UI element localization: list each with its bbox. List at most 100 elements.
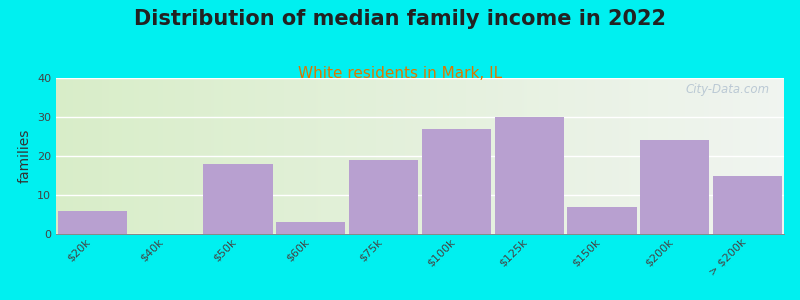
Bar	[772, 78, 774, 234]
Bar	[714, 78, 716, 234]
Bar	[449, 78, 451, 234]
Bar	[418, 78, 420, 234]
Bar	[767, 78, 770, 234]
Bar	[68, 78, 70, 234]
Bar	[459, 78, 462, 234]
Bar	[63, 78, 66, 234]
Bar	[636, 78, 638, 234]
Bar	[376, 78, 378, 234]
Bar	[187, 78, 190, 234]
Bar	[466, 78, 469, 234]
Bar	[699, 78, 702, 234]
Text: City-Data.com: City-Data.com	[686, 83, 770, 96]
Bar	[122, 78, 124, 234]
Bar	[318, 78, 321, 234]
Bar	[534, 78, 537, 234]
Bar	[58, 211, 127, 234]
Bar	[398, 78, 401, 234]
Bar	[223, 78, 226, 234]
Bar	[554, 78, 556, 234]
Bar	[276, 222, 346, 234]
Bar	[221, 78, 223, 234]
Bar	[190, 78, 192, 234]
Bar	[733, 78, 735, 234]
Bar	[413, 78, 415, 234]
Bar	[755, 78, 758, 234]
Bar	[246, 78, 248, 234]
Bar	[170, 78, 173, 234]
Bar	[357, 78, 359, 234]
Bar	[524, 78, 526, 234]
Bar	[124, 78, 126, 234]
Bar	[110, 78, 112, 234]
Bar	[241, 78, 243, 234]
Bar	[444, 78, 446, 234]
Bar	[328, 78, 330, 234]
Bar	[112, 78, 114, 234]
Bar	[260, 78, 262, 234]
Bar	[321, 78, 323, 234]
Bar	[546, 78, 549, 234]
Bar	[216, 78, 218, 234]
Bar	[610, 78, 612, 234]
Bar	[517, 78, 519, 234]
Bar	[98, 78, 100, 234]
Bar	[279, 78, 282, 234]
Bar	[578, 78, 580, 234]
Bar	[143, 78, 146, 234]
Bar	[410, 78, 413, 234]
Bar	[434, 78, 437, 234]
Bar	[403, 78, 406, 234]
Bar	[56, 78, 58, 234]
Bar	[490, 78, 493, 234]
Bar	[168, 78, 170, 234]
Bar	[126, 78, 129, 234]
Bar	[570, 78, 573, 234]
Bar	[454, 78, 456, 234]
Bar	[740, 78, 742, 234]
Bar	[298, 78, 301, 234]
Bar	[486, 78, 488, 234]
Bar	[640, 140, 710, 234]
Bar	[510, 78, 512, 234]
Bar	[779, 78, 782, 234]
Bar	[374, 78, 376, 234]
Bar	[760, 78, 762, 234]
Bar	[667, 78, 670, 234]
Bar	[422, 78, 425, 234]
Bar	[345, 78, 347, 234]
Bar	[282, 78, 284, 234]
Bar	[437, 78, 439, 234]
Bar	[481, 78, 483, 234]
Bar	[250, 78, 253, 234]
Bar	[568, 78, 570, 234]
Bar	[674, 78, 678, 234]
Bar	[211, 78, 214, 234]
Bar	[723, 78, 726, 234]
Bar	[117, 78, 119, 234]
Bar	[607, 78, 610, 234]
Bar	[342, 78, 345, 234]
Bar	[526, 78, 530, 234]
Bar	[238, 78, 241, 234]
Bar	[258, 78, 260, 234]
Bar	[415, 78, 418, 234]
Bar	[476, 78, 478, 234]
Bar	[631, 78, 634, 234]
Bar	[551, 78, 554, 234]
Bar	[580, 78, 582, 234]
Bar	[658, 78, 660, 234]
Bar	[230, 78, 233, 234]
Bar	[209, 78, 211, 234]
Bar	[330, 78, 333, 234]
Bar	[713, 176, 782, 234]
Bar	[136, 78, 138, 234]
Bar	[203, 164, 273, 234]
Bar	[386, 78, 389, 234]
Bar	[78, 78, 80, 234]
Bar	[272, 78, 274, 234]
Bar	[333, 78, 335, 234]
Bar	[138, 78, 141, 234]
Bar	[105, 78, 107, 234]
Bar	[95, 78, 98, 234]
